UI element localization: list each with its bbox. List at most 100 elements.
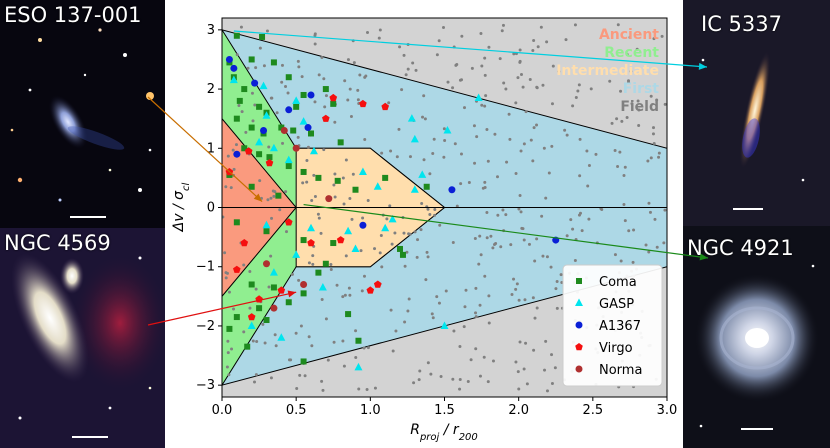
region-label-intermediate: Intermediate — [556, 63, 659, 79]
field-point — [524, 341, 528, 345]
field-point — [519, 210, 523, 214]
field-point — [333, 120, 337, 124]
field-point — [623, 165, 627, 169]
field-point — [569, 218, 573, 222]
field-point — [517, 298, 521, 302]
x-tick-label: 2.5 — [582, 403, 603, 418]
field-point — [512, 277, 516, 281]
field-point — [532, 126, 536, 130]
field-point — [585, 149, 589, 153]
gasp-point — [418, 170, 427, 178]
field-point — [652, 37, 656, 41]
field-point — [272, 194, 276, 198]
field-point — [519, 149, 523, 153]
coma-point — [248, 183, 255, 190]
field-point — [422, 158, 426, 162]
field-point — [443, 138, 447, 142]
coma-point — [226, 325, 233, 332]
field-point — [246, 66, 250, 70]
field-point — [393, 231, 397, 235]
field-point — [466, 380, 470, 384]
field-point — [329, 262, 333, 266]
field-point — [408, 232, 412, 236]
coma-point — [256, 305, 263, 312]
coma-point — [330, 100, 337, 107]
field-point — [578, 211, 582, 215]
field-point — [644, 243, 648, 247]
field-point — [354, 329, 358, 333]
ngc4569-photo — [0, 228, 165, 448]
field-point — [473, 161, 477, 165]
field-point — [550, 102, 554, 106]
field-point — [312, 173, 316, 177]
field-point — [431, 152, 435, 156]
field-point — [519, 72, 523, 76]
a1367-point — [233, 150, 241, 158]
field-point — [489, 234, 493, 238]
field-point — [458, 387, 462, 391]
gasp-point — [262, 220, 271, 229]
field-point — [270, 216, 274, 220]
virgo-point — [373, 280, 382, 288]
field-point — [578, 137, 582, 141]
a1367-point — [230, 64, 238, 72]
field-point — [518, 48, 522, 52]
field-point — [322, 77, 326, 81]
field-point — [613, 149, 617, 153]
field-point — [532, 38, 536, 42]
field-point — [342, 364, 346, 368]
legend-marker-gasp — [575, 298, 583, 306]
field-point — [587, 163, 591, 167]
field-point — [619, 259, 623, 263]
cluster-series — [225, 32, 560, 371]
coma-point — [337, 139, 344, 146]
coma-point — [290, 127, 297, 134]
field-point — [478, 234, 482, 238]
field-point — [278, 208, 282, 212]
field-point — [482, 355, 486, 359]
field-point — [628, 35, 632, 39]
field-point — [437, 39, 441, 43]
field-point — [573, 258, 577, 262]
galaxy-connector-lines — [147, 30, 709, 326]
norma-point — [280, 127, 288, 135]
field-point — [535, 237, 539, 241]
gasp-point — [318, 282, 327, 291]
field-point — [311, 254, 315, 258]
field-point — [435, 295, 439, 299]
field-point — [310, 198, 314, 202]
ic5337-image: IC 5337 — [683, 0, 830, 226]
gasp-point — [373, 182, 382, 190]
field-point — [613, 253, 617, 257]
field-point — [286, 91, 290, 95]
field-point — [226, 154, 230, 158]
ngc4921-image: NGC 4921 — [683, 226, 830, 448]
field-point — [459, 182, 463, 186]
field-point — [356, 88, 360, 92]
field-point — [416, 238, 420, 242]
virgo-point — [336, 236, 345, 244]
field-point — [422, 94, 426, 98]
field-point — [529, 138, 533, 142]
field-point — [573, 23, 577, 27]
coma-point — [300, 290, 307, 297]
field-point — [402, 231, 406, 235]
field-point — [408, 155, 412, 159]
field-point — [306, 145, 310, 149]
gasp-point — [443, 126, 452, 134]
field-point — [380, 265, 384, 269]
field-point — [495, 175, 499, 179]
field-point — [587, 217, 591, 221]
field-point — [267, 285, 271, 289]
field-point — [356, 98, 360, 102]
field-point — [426, 207, 430, 211]
coma-point — [233, 314, 240, 321]
field-point — [429, 372, 433, 376]
norma-point — [292, 144, 300, 152]
y-tick-label: 2 — [207, 82, 215, 97]
a1367-point — [304, 124, 312, 132]
field-point — [284, 85, 288, 89]
field-point — [365, 31, 369, 35]
field-point — [467, 181, 471, 185]
field-point — [509, 243, 513, 247]
